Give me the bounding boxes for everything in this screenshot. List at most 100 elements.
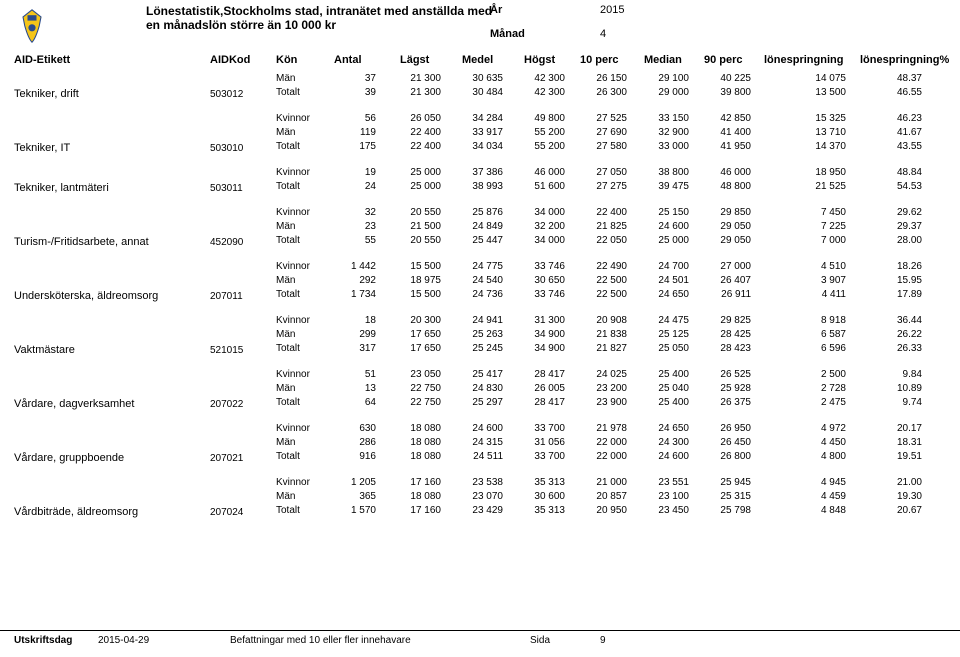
cell-lonespringning-pct: 19.30 <box>872 490 922 504</box>
cell-hogst: 33 746 <box>510 288 565 302</box>
cell-hogst: 31 300 <box>510 314 565 328</box>
cell-lonespringning-pct: 20.67 <box>872 504 922 518</box>
job-title: Tekniker, IT <box>14 142 70 154</box>
cell-hogst: 30 650 <box>510 274 565 288</box>
job-title: Vårdbiträde, äldreomsorg <box>14 506 138 518</box>
aidkod: 452090 <box>210 237 243 248</box>
cell-lagst: 22 750 <box>386 382 441 396</box>
cell-medel: 24 315 <box>448 436 503 450</box>
table-row: Kvinnor1 20517 16023 53835 31321 00023 5… <box>0 476 960 490</box>
cell-10perc: 21 838 <box>572 328 627 342</box>
cell-lonespringning-pct: 54.53 <box>872 180 922 194</box>
cell-lagst: 18 080 <box>386 422 441 436</box>
cell-90perc: 28 425 <box>696 328 751 342</box>
cell-lagst: 22 750 <box>386 396 441 410</box>
cell-lonespringning-pct: 17.89 <box>872 288 922 302</box>
cell-median: 24 300 <box>634 436 689 450</box>
cell-lonespringning-pct: 26.22 <box>872 328 922 342</box>
cell-10perc: 27 580 <box>572 140 627 154</box>
cell-antal: 1 442 <box>326 260 376 274</box>
cell-median: 39 475 <box>634 180 689 194</box>
sida-label: Sida <box>530 635 550 646</box>
cell-kon: Män <box>276 72 326 86</box>
cell-median: 24 600 <box>634 220 689 234</box>
table-row: Män36518 08023 07030 60020 85723 10025 3… <box>0 490 960 504</box>
col-kon: Kön <box>276 54 297 66</box>
table-row: Män11922 40033 91755 20027 69032 90041 4… <box>0 126 960 140</box>
cell-medel: 24 540 <box>448 274 503 288</box>
cell-10perc: 27 050 <box>572 166 627 180</box>
cell-lonespringning-pct: 10.89 <box>872 382 922 396</box>
cell-kon: Kvinnor <box>276 314 326 328</box>
cell-kon: Totalt <box>276 342 326 356</box>
cell-medel: 25 876 <box>448 206 503 220</box>
cell-antal: 175 <box>326 140 376 154</box>
cell-medel: 23 070 <box>448 490 503 504</box>
cell-antal: 1 205 <box>326 476 376 490</box>
cell-median: 23 551 <box>634 476 689 490</box>
cell-10perc: 22 490 <box>572 260 627 274</box>
cell-medel: 24 736 <box>448 288 503 302</box>
cell-lonespringning-pct: 41.67 <box>872 126 922 140</box>
cell-antal: 916 <box>326 450 376 464</box>
cell-kon: Kvinnor <box>276 476 326 490</box>
aidkod: 207024 <box>210 507 243 518</box>
cell-90perc: 25 315 <box>696 490 751 504</box>
cell-kon: Totalt <box>276 396 326 410</box>
cell-medel: 23 538 <box>448 476 503 490</box>
cell-lonespringning-pct: 18.31 <box>872 436 922 450</box>
footer-middle: Befattningar med 10 eller fler innehavar… <box>230 635 411 646</box>
cell-medel: 24 941 <box>448 314 503 328</box>
cell-90perc: 26 407 <box>696 274 751 288</box>
col-antal: Antal <box>334 54 362 66</box>
cell-10perc: 23 200 <box>572 382 627 396</box>
cell-antal: 19 <box>326 166 376 180</box>
footer: Utskriftsdag 2015-04-29 Befattningar med… <box>0 630 960 635</box>
cell-hogst: 35 313 <box>510 476 565 490</box>
col-lagst: Lägst <box>400 54 429 66</box>
group: Kvinnor63018 08024 60033 70021 97824 650… <box>0 422 960 464</box>
cell-lonespringning: 4 945 <box>758 476 846 490</box>
cell-90perc: 39 800 <box>696 86 751 100</box>
cell-lagst: 18 080 <box>386 436 441 450</box>
cell-median: 25 125 <box>634 328 689 342</box>
cell-antal: 365 <box>326 490 376 504</box>
cell-hogst: 28 417 <box>510 396 565 410</box>
cell-median: 25 150 <box>634 206 689 220</box>
cell-antal: 55 <box>326 234 376 248</box>
cell-lagst: 17 160 <box>386 504 441 518</box>
cell-kon: Kvinnor <box>276 206 326 220</box>
cell-lonespringning: 13 500 <box>758 86 846 100</box>
cell-lonespringning-pct: 43.55 <box>872 140 922 154</box>
cell-median: 24 501 <box>634 274 689 288</box>
cell-lagst: 18 080 <box>386 490 441 504</box>
job-title: Vårdare, gruppboende <box>14 452 124 464</box>
cell-lagst: 21 500 <box>386 220 441 234</box>
cell-lonespringning: 2 475 <box>758 396 846 410</box>
cell-lonespringning: 7 450 <box>758 206 846 220</box>
cell-lonespringning: 4 848 <box>758 504 846 518</box>
table-row: Män2321 50024 84932 20021 82524 60029 05… <box>0 220 960 234</box>
cell-medel: 24 830 <box>448 382 503 396</box>
group: Kvinnor3220 55025 87634 00022 40025 1502… <box>0 206 960 248</box>
group: Kvinnor1 20517 16023 53835 31321 00023 5… <box>0 476 960 518</box>
cell-lonespringning-pct: 20.17 <box>872 422 922 436</box>
cell-lonespringning-pct: 48.37 <box>872 72 922 86</box>
table-row: Män29218 97524 54030 65022 50024 50126 4… <box>0 274 960 288</box>
cell-lagst: 21 300 <box>386 86 441 100</box>
cell-antal: 37 <box>326 72 376 86</box>
cell-10perc: 23 900 <box>572 396 627 410</box>
cell-lagst: 26 050 <box>386 112 441 126</box>
col-medel: Medel <box>462 54 493 66</box>
cell-lonespringning-pct: 9.74 <box>872 396 922 410</box>
table-row: Totalt6422 75025 29728 41723 90025 40026… <box>0 396 960 410</box>
table-row: Kvinnor1925 00037 38646 00027 05038 8004… <box>0 166 960 180</box>
cell-median: 24 475 <box>634 314 689 328</box>
cell-median: 23 450 <box>634 504 689 518</box>
cell-lonespringning: 4 800 <box>758 450 846 464</box>
table-row: Män3721 30030 63542 30026 15029 10040 22… <box>0 72 960 86</box>
cell-medel: 24 775 <box>448 260 503 274</box>
cell-lagst: 20 300 <box>386 314 441 328</box>
cell-lonespringning-pct: 21.00 <box>872 476 922 490</box>
cell-medel: 34 284 <box>448 112 503 126</box>
